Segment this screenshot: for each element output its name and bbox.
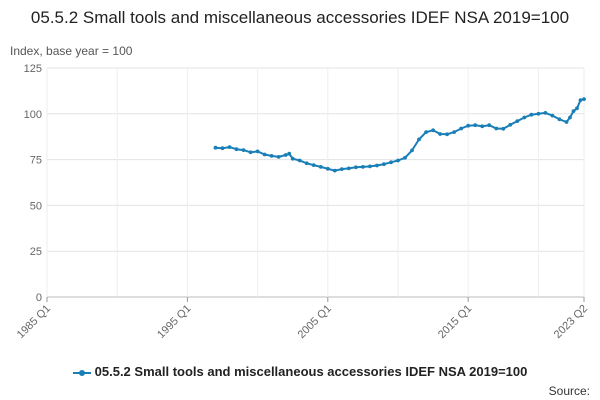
data-point[interactable] bbox=[297, 158, 302, 163]
data-point[interactable] bbox=[325, 166, 330, 171]
data-point[interactable] bbox=[368, 164, 372, 169]
legend-label: 05.5.2 Small tools and miscellaneous acc… bbox=[94, 364, 528, 379]
data-point[interactable] bbox=[269, 154, 274, 158]
data-point[interactable] bbox=[375, 163, 379, 168]
y-tick-label: 100 bbox=[24, 109, 42, 121]
data-point[interactable] bbox=[438, 132, 442, 136]
data-point[interactable] bbox=[578, 98, 583, 102]
data-point[interactable] bbox=[248, 150, 253, 155]
data-point[interactable] bbox=[501, 126, 506, 131]
data-point[interactable] bbox=[473, 123, 478, 128]
data-point[interactable] bbox=[564, 120, 569, 124]
data-point[interactable] bbox=[466, 123, 471, 128]
data-point[interactable] bbox=[575, 106, 579, 111]
data-point[interactable] bbox=[382, 162, 386, 167]
x-tick-label: 1985 Q1 bbox=[15, 303, 53, 341]
data-point[interactable] bbox=[515, 119, 520, 123]
data-point[interactable] bbox=[582, 97, 586, 101]
data-point[interactable] bbox=[304, 161, 309, 166]
data-point[interactable] bbox=[487, 123, 492, 128]
x-tick-label: 2015 Q1 bbox=[436, 303, 474, 341]
data-point[interactable] bbox=[417, 137, 421, 142]
data-point[interactable] bbox=[213, 145, 218, 150]
data-point[interactable] bbox=[287, 151, 292, 156]
data-point[interactable] bbox=[283, 153, 288, 157]
data-point[interactable] bbox=[361, 165, 365, 169]
gridlines bbox=[46, 67, 585, 298]
data-point[interactable] bbox=[332, 168, 337, 173]
data-point[interactable] bbox=[568, 115, 572, 120]
data-point[interactable] bbox=[557, 117, 562, 122]
data-point[interactable] bbox=[571, 109, 576, 113]
data-point[interactable] bbox=[403, 155, 407, 160]
data-point[interactable] bbox=[522, 115, 527, 120]
x-tick-label: 2023 Q2 bbox=[552, 303, 590, 341]
data-point[interactable] bbox=[354, 165, 358, 170]
x-tick-label: 2005 Q1 bbox=[296, 303, 334, 341]
data-point[interactable] bbox=[262, 152, 267, 157]
data-point[interactable] bbox=[529, 112, 534, 117]
data-point[interactable] bbox=[339, 167, 344, 172]
source-label: Source: bbox=[548, 384, 590, 398]
y-tick-label: 25 bbox=[30, 246, 42, 258]
data-point[interactable] bbox=[318, 165, 323, 169]
data-point[interactable] bbox=[424, 130, 428, 135]
data-point[interactable] bbox=[494, 126, 499, 131]
data-point[interactable] bbox=[227, 145, 232, 150]
y-axis-label: Index, base year = 100 bbox=[10, 44, 133, 58]
data-point[interactable] bbox=[241, 148, 246, 153]
legend-swatch bbox=[72, 368, 91, 378]
data-point[interactable] bbox=[234, 147, 239, 152]
data-point[interactable] bbox=[220, 146, 225, 151]
data-point[interactable] bbox=[290, 156, 295, 161]
data-point[interactable] bbox=[431, 128, 435, 133]
x-tick-label: 1995 Q1 bbox=[155, 303, 193, 341]
data-point[interactable] bbox=[543, 111, 548, 115]
data-point[interactable] bbox=[346, 166, 351, 171]
data-point[interactable] bbox=[536, 111, 541, 116]
y-tick-label: 50 bbox=[30, 200, 42, 212]
data-point[interactable] bbox=[508, 122, 513, 127]
data-point[interactable] bbox=[410, 148, 414, 153]
y-tick-label: 125 bbox=[24, 63, 42, 75]
data-point[interactable] bbox=[311, 163, 316, 168]
data-point[interactable] bbox=[396, 158, 400, 163]
y-tick-label: 0 bbox=[36, 292, 42, 304]
y-tick-label: 75 bbox=[30, 155, 42, 167]
data-point[interactable] bbox=[550, 113, 555, 118]
data-point[interactable] bbox=[452, 130, 456, 135]
data-point[interactable] bbox=[255, 149, 260, 154]
data-point[interactable] bbox=[480, 124, 485, 129]
data-point[interactable] bbox=[445, 132, 449, 137]
y-tick-labels: 0 25 50 75 100 125 bbox=[24, 63, 42, 304]
x-tick-labels: 1985 Q1 1995 Q1 2005 Q1 2015 Q1 2023 Q2 bbox=[15, 297, 590, 341]
series-group bbox=[213, 97, 586, 173]
data-point[interactable] bbox=[389, 160, 393, 165]
data-point[interactable] bbox=[459, 126, 464, 131]
chart-title: 05.5.2 Small tools and miscellaneous acc… bbox=[30, 8, 570, 27]
data-point[interactable] bbox=[276, 155, 281, 159]
legend[interactable]: 05.5.2 Small tools and miscellaneous acc… bbox=[0, 364, 600, 379]
